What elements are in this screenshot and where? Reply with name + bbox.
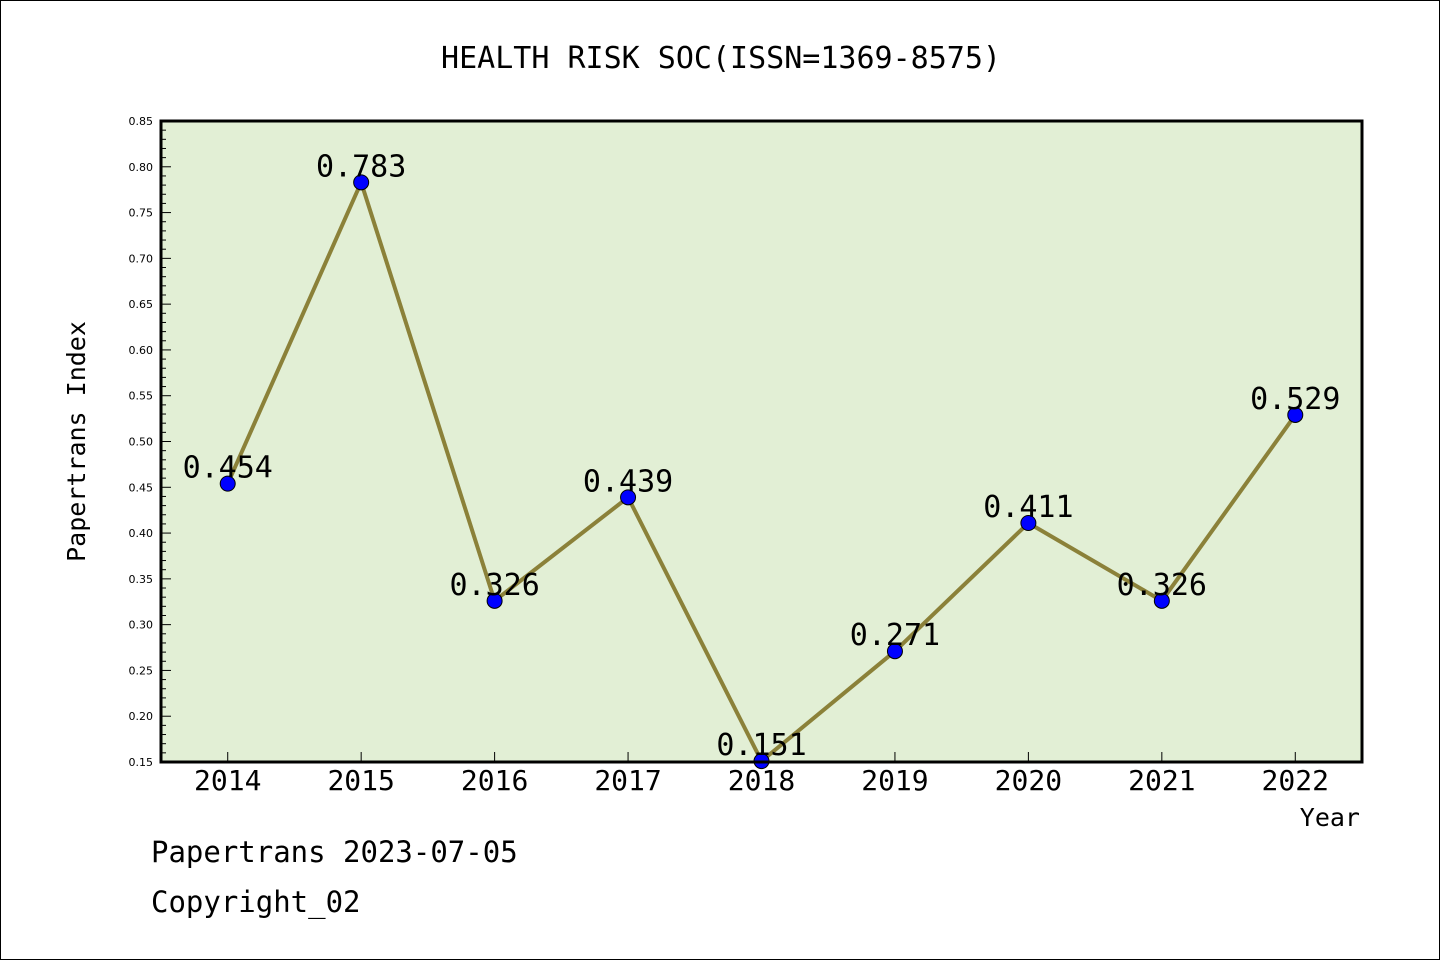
x-tick-label: 2016 bbox=[461, 764, 528, 797]
x-tick-label: 2018 bbox=[728, 764, 795, 797]
footer-copyright: Copyright_02 bbox=[151, 885, 361, 919]
data-point bbox=[486, 592, 503, 609]
x-axis-label: Year bbox=[1300, 803, 1360, 832]
data-point bbox=[219, 475, 236, 492]
data-label: 0.439 bbox=[583, 464, 673, 499]
data-point bbox=[886, 643, 903, 660]
x-tick-label: 2017 bbox=[594, 764, 661, 797]
data-label: 0.151 bbox=[716, 728, 806, 763]
data-label: 0.271 bbox=[850, 618, 940, 653]
data-point bbox=[353, 174, 370, 191]
x-tick-label: 2014 bbox=[194, 764, 261, 797]
y-tick-label: 0.55 bbox=[129, 390, 154, 403]
y-tick-label: 0.60 bbox=[129, 344, 154, 357]
y-tick-label: 0.65 bbox=[129, 298, 154, 311]
data-point bbox=[1020, 514, 1037, 531]
y-tick-label: 0.85 bbox=[129, 115, 154, 128]
plot-area bbox=[161, 121, 1362, 762]
x-tick-label: 2020 bbox=[995, 764, 1062, 797]
data-point bbox=[1153, 592, 1170, 609]
x-tick-label: 2022 bbox=[1262, 764, 1329, 797]
chart-title: HEALTH RISK SOC(ISSN=1369-8575) bbox=[441, 41, 1001, 76]
x-tick-label: 2015 bbox=[327, 764, 394, 797]
y-tick-label: 0.30 bbox=[129, 619, 154, 632]
y-tick-label: 0.70 bbox=[129, 252, 154, 265]
y-tick-label: 0.75 bbox=[129, 207, 154, 220]
data-label: 0.326 bbox=[1117, 568, 1207, 603]
y-tick-label: 0.80 bbox=[129, 161, 154, 174]
data-label: 0.411 bbox=[983, 490, 1073, 525]
y-tick-label: 0.40 bbox=[129, 527, 154, 540]
y-tick-label: 0.50 bbox=[129, 436, 154, 449]
data-label: 0.529 bbox=[1250, 382, 1340, 417]
data-label: 0.454 bbox=[183, 451, 273, 486]
y-tick-label: 0.20 bbox=[129, 710, 154, 723]
data-label: 0.783 bbox=[316, 149, 406, 184]
y-axis-label: Papertrans Index bbox=[62, 321, 91, 562]
footer-date: Papertrans 2023-07-05 bbox=[151, 835, 518, 869]
data-point bbox=[620, 489, 637, 506]
y-tick-label: 0.15 bbox=[129, 756, 154, 769]
y-tick-label: 0.45 bbox=[129, 481, 154, 494]
x-tick-label: 2019 bbox=[861, 764, 928, 797]
y-tick-label: 0.35 bbox=[129, 573, 154, 586]
data-label: 0.326 bbox=[449, 568, 539, 603]
x-tick-label: 2021 bbox=[1128, 764, 1195, 797]
data-point bbox=[1287, 406, 1304, 423]
y-tick-label: 0.25 bbox=[129, 664, 154, 677]
plot-frame bbox=[159, 119, 1364, 764]
